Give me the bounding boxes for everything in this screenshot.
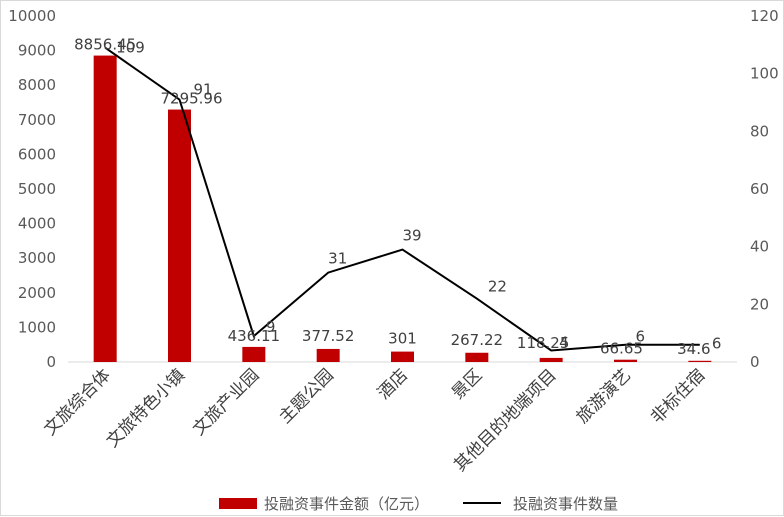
right-tick-label: 40: [750, 238, 769, 256]
bar-data-label: 301: [388, 330, 417, 348]
bar: [242, 346, 266, 362]
line-data-label: 6: [636, 328, 646, 346]
bar-series: [93, 55, 712, 362]
line-data-label: 22: [488, 278, 507, 296]
bar-data-label: 118.25: [517, 334, 570, 352]
legend-bar-label: 投融资事件金额（亿元）: [264, 495, 429, 513]
right-tick-label: 100: [750, 65, 779, 83]
category-label: 非标住宿: [647, 365, 709, 427]
left-tick-label: 9000: [18, 42, 56, 60]
bar: [465, 352, 489, 362]
line-path: [104, 46, 700, 352]
bar: [688, 360, 712, 362]
left-tick-label: 5000: [18, 180, 56, 198]
right-tick-label: 0: [750, 353, 760, 371]
right-tick-label: 20: [750, 295, 769, 313]
category-label: 酒店: [374, 365, 412, 403]
left-tick-label: 6000: [18, 145, 56, 163]
category-label: 旅游演艺: [573, 365, 635, 427]
legend-bar-swatch: [219, 498, 257, 509]
line-data-label: 9: [266, 318, 276, 336]
line-series: [104, 46, 700, 352]
bar-data-label: 436.11: [228, 327, 281, 345]
category-label: 景区: [448, 365, 486, 403]
bar: [168, 109, 191, 362]
right-tick-label: 120: [750, 7, 779, 25]
bar: [316, 348, 340, 362]
line-data-label: 6: [712, 335, 722, 353]
bar-data-label: 7295.96: [160, 90, 222, 108]
bar: [539, 357, 563, 362]
bar-data-label: 267.22: [451, 331, 504, 349]
left-tick-label: 8000: [18, 76, 56, 94]
bar-data-labels: 8856.45 7295.96 436.11 377.52 301 267.22 118.2…: [74, 36, 710, 358]
bar-data-label: 66.65: [600, 340, 643, 358]
bar-data-label: 8856.45: [74, 36, 136, 54]
left-axis-ticks: 0 1000 2000 3000 4000 5000 6000 7000 8000 9000 100…: [8, 7, 56, 371]
bar: [93, 55, 117, 362]
right-tick-label: 60: [750, 180, 769, 198]
bar: [391, 351, 414, 362]
right-axis-ticks: 0 20 40 60 80 100 120: [750, 7, 779, 371]
bar: [614, 359, 637, 362]
left-tick-label: 0: [46, 353, 56, 371]
left-tick-label: 3000: [18, 249, 56, 267]
left-tick-label: 1000: [18, 318, 56, 336]
line-data-label: 91: [194, 81, 213, 99]
category-label: 文旅特色小镇: [103, 365, 189, 451]
left-tick-label: 10000: [8, 7, 56, 25]
bar-data-label: 377.52: [302, 327, 355, 345]
line-data-labels: 109 91 9 31 39 22 4 6 6: [116, 39, 721, 353]
category-label: 文旅综合体: [40, 365, 114, 439]
left-tick-label: 2000: [18, 284, 56, 302]
category-label: 主题公园: [275, 365, 337, 427]
line-data-label: 39: [403, 227, 422, 245]
category-label: 文旅产业园: [189, 365, 263, 439]
right-tick-label: 80: [750, 122, 769, 140]
line-data-label: 31: [328, 250, 347, 268]
line-data-label: 4: [559, 333, 569, 351]
bar-data-label: 34.6: [677, 340, 710, 358]
legend-line-label: 投融资事件数量: [513, 495, 618, 513]
left-tick-label: 7000: [18, 111, 56, 129]
line-data-label: 109: [116, 39, 145, 57]
left-tick-label: 4000: [18, 215, 56, 233]
legend: 投融资事件金额（亿元） 投融资事件数量: [219, 495, 618, 513]
